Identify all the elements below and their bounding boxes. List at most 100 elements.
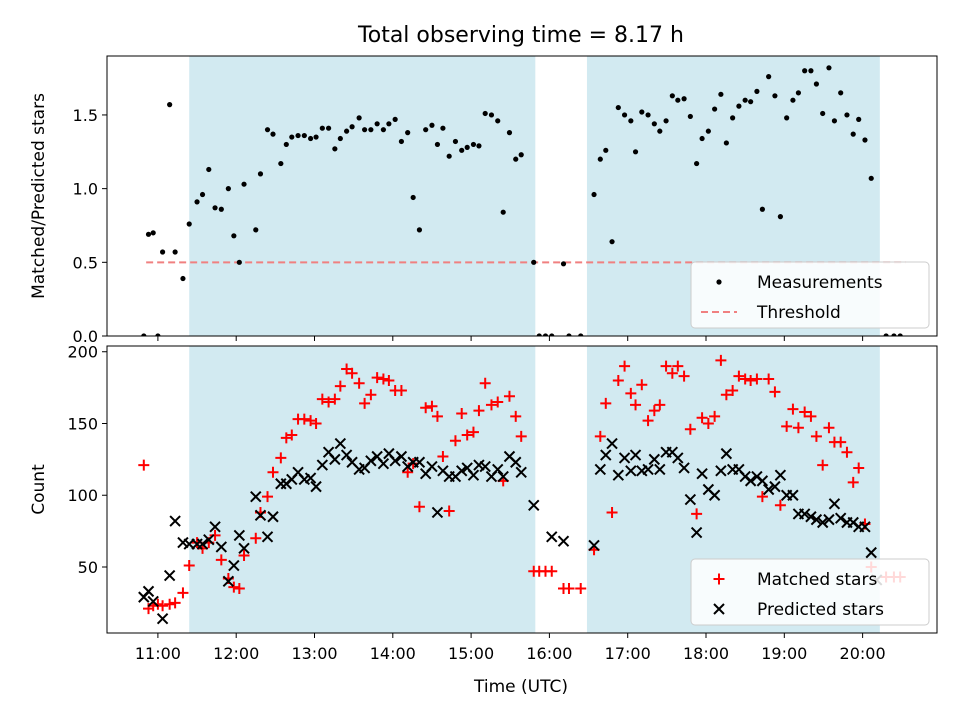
predicted-star-point [267, 511, 279, 523]
matched-star-point [383, 374, 395, 386]
measurement-point [145, 231, 152, 237]
predicted-star-point [497, 470, 509, 483]
predicted-star-point [859, 521, 871, 533]
measurement-point [212, 205, 218, 211]
predicted-star-point [389, 455, 401, 467]
predicted-star-point [515, 466, 527, 478]
matched-star-point [546, 565, 558, 577]
predicted-star-point [203, 534, 215, 546]
predicted-star-point [365, 455, 377, 467]
legend: Matched stars Predicted stars [690, 558, 930, 626]
predicted-star-point [720, 447, 733, 460]
measurement-point [257, 171, 264, 177]
matched-star-point [720, 389, 732, 401]
matched-star-point [377, 373, 389, 385]
measurement-point [883, 333, 889, 336]
measurement-point [694, 160, 700, 167]
measurement-point [687, 113, 693, 120]
predicted-star-point [238, 542, 250, 555]
measurement-point [615, 104, 621, 111]
measurement-point [362, 127, 368, 133]
predicted-star-point [606, 437, 618, 450]
matched-star-point [402, 466, 414, 478]
legend-marker-measurements [716, 279, 722, 285]
measurement-point [759, 206, 765, 212]
predicted-star-point [222, 575, 235, 588]
predicted-star-point [696, 468, 708, 480]
measurement-point [645, 112, 651, 118]
matched-star-point [756, 491, 768, 503]
predicted-star-point [690, 526, 703, 539]
predicted-star-point [467, 469, 480, 481]
matched-star-point [353, 377, 365, 389]
measurement-point [669, 93, 675, 99]
matched-star-point [267, 466, 279, 478]
measurement-point [218, 206, 224, 212]
predicted-star-point [684, 493, 697, 506]
measurement-point [313, 134, 319, 140]
measurement-point [736, 103, 742, 109]
predicted-star-point [594, 463, 607, 476]
matched-star-point [691, 508, 703, 520]
matched-star-point [817, 459, 829, 471]
measurement-point [344, 128, 350, 134]
matched-star-point [619, 360, 631, 372]
predicted-star-point [612, 469, 625, 481]
matched-star-point [600, 397, 612, 409]
measurement-point [206, 166, 212, 173]
matched-star-point [787, 403, 799, 415]
measurement-point [141, 333, 147, 336]
matched-star-point [612, 374, 624, 386]
matched-star-point [763, 373, 775, 385]
matched-star-point [727, 384, 739, 396]
measurement-point [603, 147, 609, 153]
matched-star-point [449, 435, 461, 447]
predicted-star-point [618, 452, 631, 464]
measurement-point [844, 112, 850, 118]
predicted-star-point [625, 465, 637, 477]
matched-star-point [437, 450, 449, 462]
predicted-star-point [865, 546, 877, 559]
matched-star-point [346, 367, 358, 379]
predicted-star-point [261, 531, 274, 543]
measurement-point [891, 333, 897, 336]
measurement-point [897, 333, 903, 336]
matched-star-point [250, 532, 262, 544]
predicted-star-point [756, 475, 769, 487]
y-tick-label: 1.5 [73, 106, 98, 125]
y-tick-label: 1.0 [73, 180, 98, 199]
predicted-star-point [215, 541, 228, 553]
measurement-point [795, 90, 802, 96]
matched-star-point [606, 506, 618, 518]
measurement-point [464, 144, 470, 150]
measurement-point [380, 127, 387, 133]
measurement-point [531, 259, 537, 265]
predicted-star-point [395, 450, 408, 463]
measurement-point [536, 333, 542, 336]
measurement-point [459, 147, 465, 153]
measurement-point [820, 110, 826, 117]
measurement-point [868, 175, 874, 181]
matched-star-point [461, 429, 473, 441]
matched-star-point [781, 420, 793, 432]
predicted-star-point [254, 509, 267, 522]
matched-star-point [157, 600, 169, 612]
matched-star-point [654, 399, 666, 411]
measurement-point [730, 115, 736, 121]
predicted-star-point [708, 489, 721, 501]
y-tick-label: 100 [67, 486, 98, 505]
measurement-point [405, 130, 411, 136]
measurement-point [253, 227, 259, 233]
matched-star-point [672, 360, 684, 372]
y-axis-label: Count [29, 464, 49, 515]
measurement-point [374, 121, 380, 127]
x-axis-label: Time (UTC) [473, 677, 568, 697]
predicted-star-point [654, 463, 666, 476]
chart-title: Total observing time = 8.17 h [357, 23, 684, 48]
measurement-point [356, 115, 362, 121]
axes-frame [106, 345, 938, 634]
measurement-point [150, 230, 156, 236]
measurement-point [766, 74, 772, 80]
measurement-point [628, 118, 634, 124]
predicted-star-point [310, 480, 322, 493]
